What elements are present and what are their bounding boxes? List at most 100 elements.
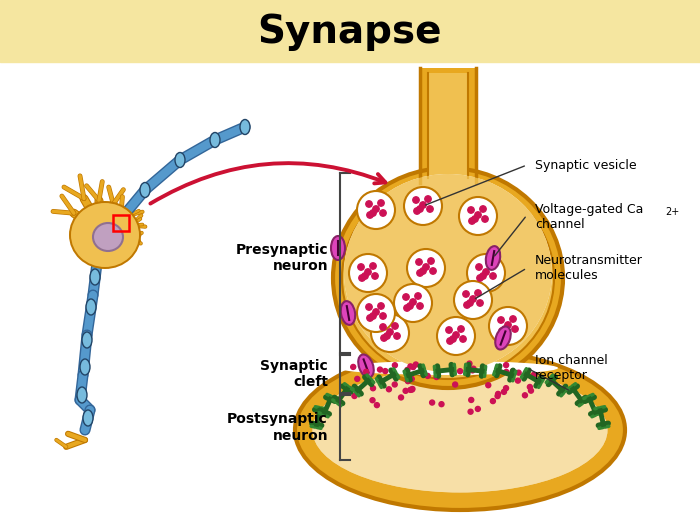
Circle shape bbox=[407, 249, 445, 287]
Circle shape bbox=[414, 208, 420, 214]
Circle shape bbox=[447, 338, 453, 344]
Circle shape bbox=[416, 270, 424, 276]
Circle shape bbox=[453, 332, 459, 338]
Text: Ion channel
receptor: Ion channel receptor bbox=[535, 354, 608, 382]
Circle shape bbox=[515, 378, 520, 383]
Circle shape bbox=[373, 206, 379, 212]
Circle shape bbox=[413, 362, 419, 367]
Ellipse shape bbox=[312, 367, 608, 493]
Text: Neurotransmitter
molecules: Neurotransmitter molecules bbox=[535, 254, 643, 282]
Circle shape bbox=[380, 313, 386, 319]
Circle shape bbox=[416, 303, 424, 309]
Circle shape bbox=[415, 293, 421, 299]
Ellipse shape bbox=[86, 299, 96, 315]
Circle shape bbox=[370, 313, 376, 319]
Circle shape bbox=[459, 197, 497, 235]
Circle shape bbox=[490, 273, 496, 279]
Circle shape bbox=[403, 388, 408, 393]
Ellipse shape bbox=[80, 359, 90, 375]
Circle shape bbox=[410, 376, 414, 381]
Circle shape bbox=[367, 315, 373, 321]
Circle shape bbox=[392, 323, 398, 329]
Circle shape bbox=[378, 303, 384, 309]
Circle shape bbox=[475, 212, 481, 218]
Circle shape bbox=[363, 370, 369, 374]
Text: Presynaptic
neuron: Presynaptic neuron bbox=[235, 243, 328, 273]
Circle shape bbox=[477, 275, 483, 281]
Circle shape bbox=[392, 382, 397, 387]
Ellipse shape bbox=[312, 367, 608, 493]
Circle shape bbox=[469, 218, 475, 224]
Text: Postsynaptic
neuron: Postsynaptic neuron bbox=[228, 413, 328, 443]
Circle shape bbox=[367, 212, 373, 218]
Circle shape bbox=[411, 364, 416, 370]
Circle shape bbox=[357, 191, 395, 229]
Circle shape bbox=[527, 385, 533, 389]
Circle shape bbox=[374, 403, 379, 407]
Circle shape bbox=[428, 258, 434, 264]
Ellipse shape bbox=[240, 119, 250, 134]
Circle shape bbox=[408, 364, 413, 369]
Circle shape bbox=[502, 326, 508, 332]
Circle shape bbox=[349, 254, 387, 292]
Ellipse shape bbox=[295, 350, 625, 510]
Circle shape bbox=[398, 395, 403, 400]
Ellipse shape bbox=[69, 201, 141, 269]
Circle shape bbox=[434, 375, 439, 379]
Circle shape bbox=[359, 275, 365, 281]
Circle shape bbox=[499, 328, 505, 334]
Circle shape bbox=[468, 207, 474, 213]
Circle shape bbox=[372, 273, 378, 279]
Circle shape bbox=[510, 316, 516, 322]
Circle shape bbox=[512, 326, 518, 332]
Ellipse shape bbox=[210, 132, 220, 147]
Bar bbox=[0, 0, 700, 62]
Circle shape bbox=[469, 398, 474, 402]
Circle shape bbox=[410, 387, 415, 391]
Text: Synaptic
cleft: Synaptic cleft bbox=[260, 359, 328, 389]
Ellipse shape bbox=[90, 269, 100, 285]
Circle shape bbox=[531, 372, 537, 377]
Circle shape bbox=[427, 206, 433, 212]
Circle shape bbox=[437, 317, 475, 355]
Circle shape bbox=[386, 387, 391, 392]
Circle shape bbox=[378, 200, 384, 206]
Circle shape bbox=[370, 386, 375, 391]
Circle shape bbox=[458, 368, 463, 374]
Circle shape bbox=[419, 365, 424, 370]
Circle shape bbox=[475, 290, 481, 296]
Circle shape bbox=[467, 361, 472, 366]
Circle shape bbox=[503, 363, 509, 367]
Circle shape bbox=[464, 302, 470, 308]
Circle shape bbox=[357, 294, 395, 332]
Circle shape bbox=[416, 206, 424, 212]
Circle shape bbox=[358, 264, 364, 270]
Ellipse shape bbox=[82, 332, 92, 348]
Circle shape bbox=[380, 210, 386, 216]
Circle shape bbox=[501, 389, 507, 394]
Circle shape bbox=[498, 317, 504, 323]
Circle shape bbox=[387, 329, 393, 335]
Ellipse shape bbox=[175, 153, 185, 168]
Circle shape bbox=[416, 259, 422, 265]
Ellipse shape bbox=[344, 174, 552, 372]
Circle shape bbox=[405, 367, 410, 372]
Text: Synaptic vesicle: Synaptic vesicle bbox=[535, 158, 636, 171]
Circle shape bbox=[383, 368, 388, 374]
Circle shape bbox=[347, 387, 352, 392]
Circle shape bbox=[516, 370, 522, 375]
Circle shape bbox=[352, 393, 357, 399]
Circle shape bbox=[430, 400, 435, 405]
Circle shape bbox=[528, 388, 533, 393]
Circle shape bbox=[420, 268, 426, 274]
Circle shape bbox=[425, 196, 431, 202]
Ellipse shape bbox=[358, 354, 374, 377]
Text: 2+: 2+ bbox=[665, 207, 679, 217]
Circle shape bbox=[454, 281, 492, 319]
Circle shape bbox=[370, 398, 375, 403]
Circle shape bbox=[480, 206, 486, 212]
Ellipse shape bbox=[341, 301, 355, 325]
Circle shape bbox=[503, 386, 508, 391]
Ellipse shape bbox=[342, 177, 554, 379]
Circle shape bbox=[384, 333, 390, 339]
